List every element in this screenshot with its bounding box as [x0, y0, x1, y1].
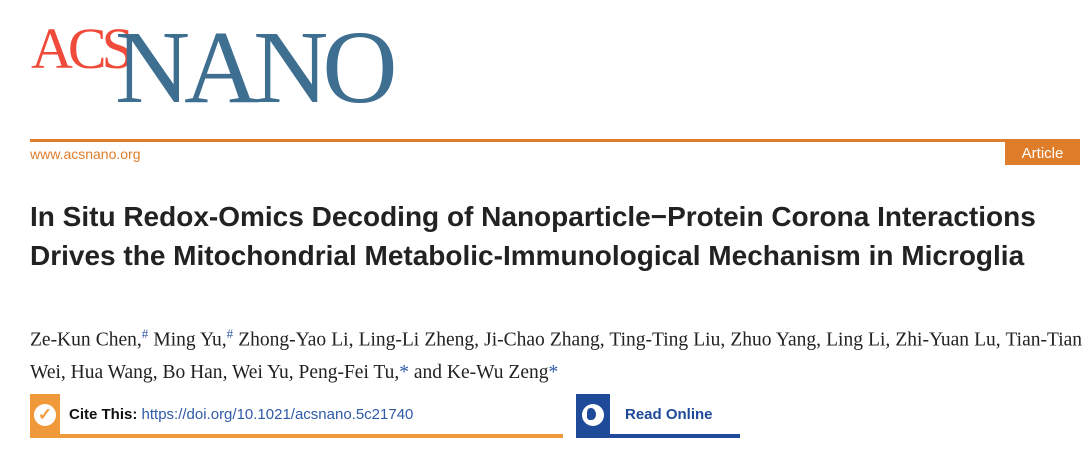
- author-name: Hua Wang: [70, 361, 153, 383]
- author-name: Ke-Wu Zeng: [446, 361, 549, 383]
- check-circle-icon: ✓: [30, 394, 60, 438]
- author-name: Zhong-Yao Li: [238, 329, 349, 351]
- author-name: Ze-Kun Chen: [30, 329, 137, 351]
- globe-icon: [576, 394, 610, 438]
- header-rule: [30, 139, 1080, 142]
- author-name: Ling-Li Zheng: [358, 329, 475, 351]
- read-online-label: Read Online: [625, 406, 713, 423]
- author-name: Peng-Fei Tu: [298, 361, 395, 383]
- author-name: Ji-Chao Zhang: [484, 329, 600, 351]
- author-name: Zhi-Yuan Lu: [895, 329, 996, 351]
- author-mark[interactable]: #: [141, 326, 149, 341]
- author-name: Wei Yu: [231, 361, 289, 383]
- journal-url[interactable]: www.acsnano.org: [30, 146, 141, 162]
- author-name: Ling Li: [826, 329, 886, 351]
- author-list: Ze-Kun Chen,# Ming Yu,# Zhong-Yao Li, Li…: [30, 326, 1083, 383]
- cite-this-bar: ✓ Cite This: https://doi.org/10.1021/acs…: [30, 394, 563, 438]
- author-name: Tian-Tian Wei: [30, 329, 1083, 383]
- author-name: Zhuo Yang: [730, 329, 817, 351]
- author-name: Ting-Ting Liu: [609, 329, 721, 351]
- author-mark[interactable]: #: [226, 326, 234, 341]
- and-word: and: [413, 361, 447, 383]
- article-type-badge: Article: [1005, 142, 1080, 165]
- cite-label: Cite This:: [69, 406, 138, 423]
- article-title: In Situ Redox-Omics Decoding of Nanopart…: [30, 201, 1036, 271]
- read-online-button[interactable]: Read Online: [576, 394, 740, 438]
- doi-link[interactable]: https://doi.org/10.1021/acsnano.5c21740: [141, 406, 414, 423]
- logo-nano: NANO: [115, 10, 397, 125]
- author-mark[interactable]: *: [548, 361, 559, 383]
- logo-acs: ACS: [31, 16, 134, 81]
- author-name: Ming Yu: [153, 329, 222, 351]
- author-name: Bo Han: [162, 361, 223, 383]
- author-mark[interactable]: *: [399, 361, 410, 383]
